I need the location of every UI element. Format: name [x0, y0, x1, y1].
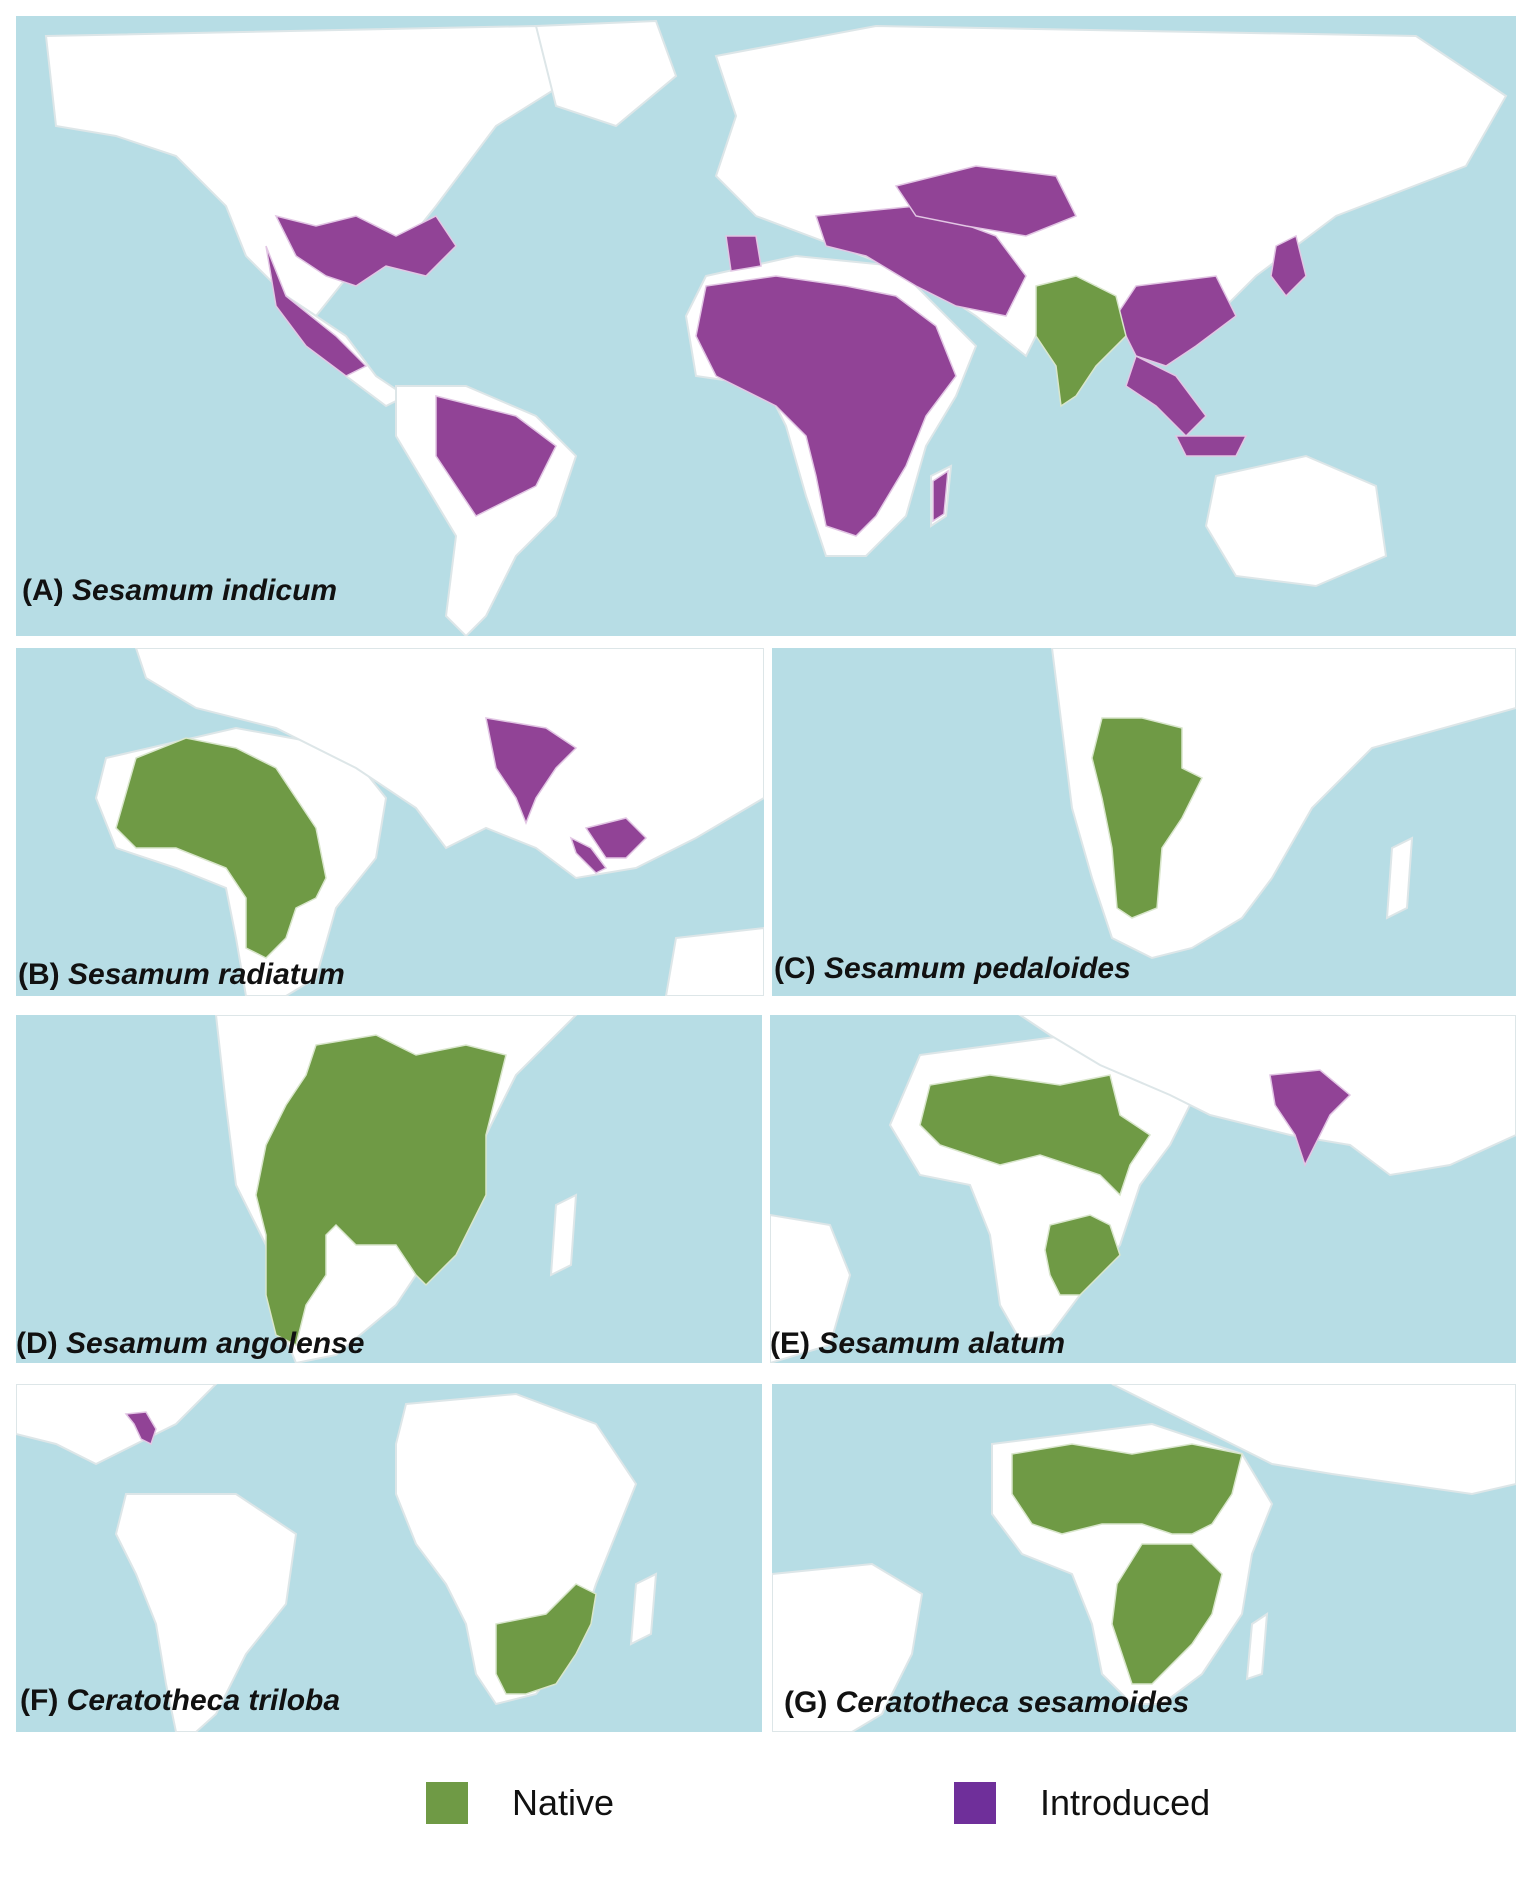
introduced-japan — [1270, 234, 1307, 298]
map-f — [16, 1384, 658, 1732]
introduced-madagascar — [932, 469, 949, 523]
north-america-edge — [16, 1384, 218, 1466]
introduced-usa — [274, 214, 457, 287]
madagascar — [549, 1193, 578, 1277]
introduced-india — [1269, 1069, 1352, 1167]
introduced-sumatra — [569, 836, 608, 874]
introduced-europe-west — [725, 235, 762, 272]
map-panel-c: (C) Sesamum pedaloides — [772, 648, 1516, 996]
introduced-mexico — [265, 245, 368, 377]
legend-native: Native — [426, 1782, 614, 1824]
native-southern-africa — [1044, 1214, 1121, 1296]
panel-label-e: (E) Sesamum alatum — [770, 1327, 1066, 1360]
introduced-southeast-asia — [584, 817, 648, 859]
native-west-central-africa — [115, 737, 327, 959]
native-southern-africa — [495, 1583, 597, 1695]
panel-label-a: (A) Sesamum indicum — [22, 574, 338, 607]
map-panel-a: (A) Sesamum indicum — [16, 16, 1516, 636]
panel-label-b: (B) Sesamum radiatum — [18, 958, 345, 991]
legend-introduced-label: Introduced — [1040, 1782, 1211, 1823]
native-india — [1035, 275, 1127, 408]
native-swatch — [426, 1782, 468, 1824]
eurasia — [1111, 1384, 1516, 1496]
introduced-east-asia — [1115, 275, 1237, 367]
map-b — [94, 648, 764, 996]
north-america — [44, 24, 578, 318]
australia — [1204, 454, 1388, 588]
panel-label-f: (F) Ceratotheca triloba — [20, 1684, 341, 1717]
native-central-africa — [255, 1034, 507, 1347]
panel-label-c: (C) Sesamum pedaloides — [774, 952, 1131, 985]
legend-native-label: Native — [512, 1782, 615, 1823]
world-map-a — [44, 19, 1508, 636]
madagascar — [1385, 836, 1414, 920]
panel-label-d: (D) Sesamum angolense — [16, 1327, 365, 1360]
introduced-india — [485, 717, 578, 826]
native-sahel — [919, 1074, 1152, 1197]
south-america — [114, 1493, 298, 1732]
map-g — [772, 1384, 1516, 1732]
eurasia — [1018, 1015, 1516, 1177]
native-sahel — [1011, 1443, 1243, 1535]
map-d — [214, 1015, 578, 1363]
south-america-edge — [770, 1213, 852, 1363]
introduced-florida — [124, 1411, 157, 1446]
map-panel-d: (D) Sesamum angolense — [16, 1015, 762, 1363]
map-c — [1050, 648, 1516, 960]
south-america-edge — [772, 1562, 924, 1732]
greenland — [534, 19, 678, 128]
eurasia — [134, 648, 764, 880]
introduced-central-asia — [894, 165, 1078, 237]
introduced-se-asia — [1125, 354, 1207, 438]
map-e — [770, 1015, 1516, 1363]
native-angola-namibia — [1091, 717, 1204, 919]
introduced-south-america — [435, 395, 557, 517]
madagascar — [629, 1572, 658, 1646]
map-panel-f: (F) Ceratotheca triloba — [16, 1384, 762, 1732]
introduced-swatch — [954, 1782, 996, 1824]
introduced-indonesia — [1174, 435, 1248, 457]
legend-introduced: Introduced — [954, 1782, 1210, 1824]
australia-top — [664, 926, 764, 996]
madagascar — [1245, 1612, 1269, 1681]
panel-label-g: (G) Ceratotheca sesamoides — [784, 1686, 1190, 1719]
map-panel-b: (B) Sesamum radiatum — [16, 648, 764, 996]
introduced-africa — [695, 275, 957, 537]
map-panel-g: (G) Ceratotheca sesamoides — [772, 1384, 1516, 1732]
map-panel-e: (E) Sesamum alatum — [770, 1015, 1516, 1363]
native-east-southern-africa — [1111, 1543, 1223, 1685]
